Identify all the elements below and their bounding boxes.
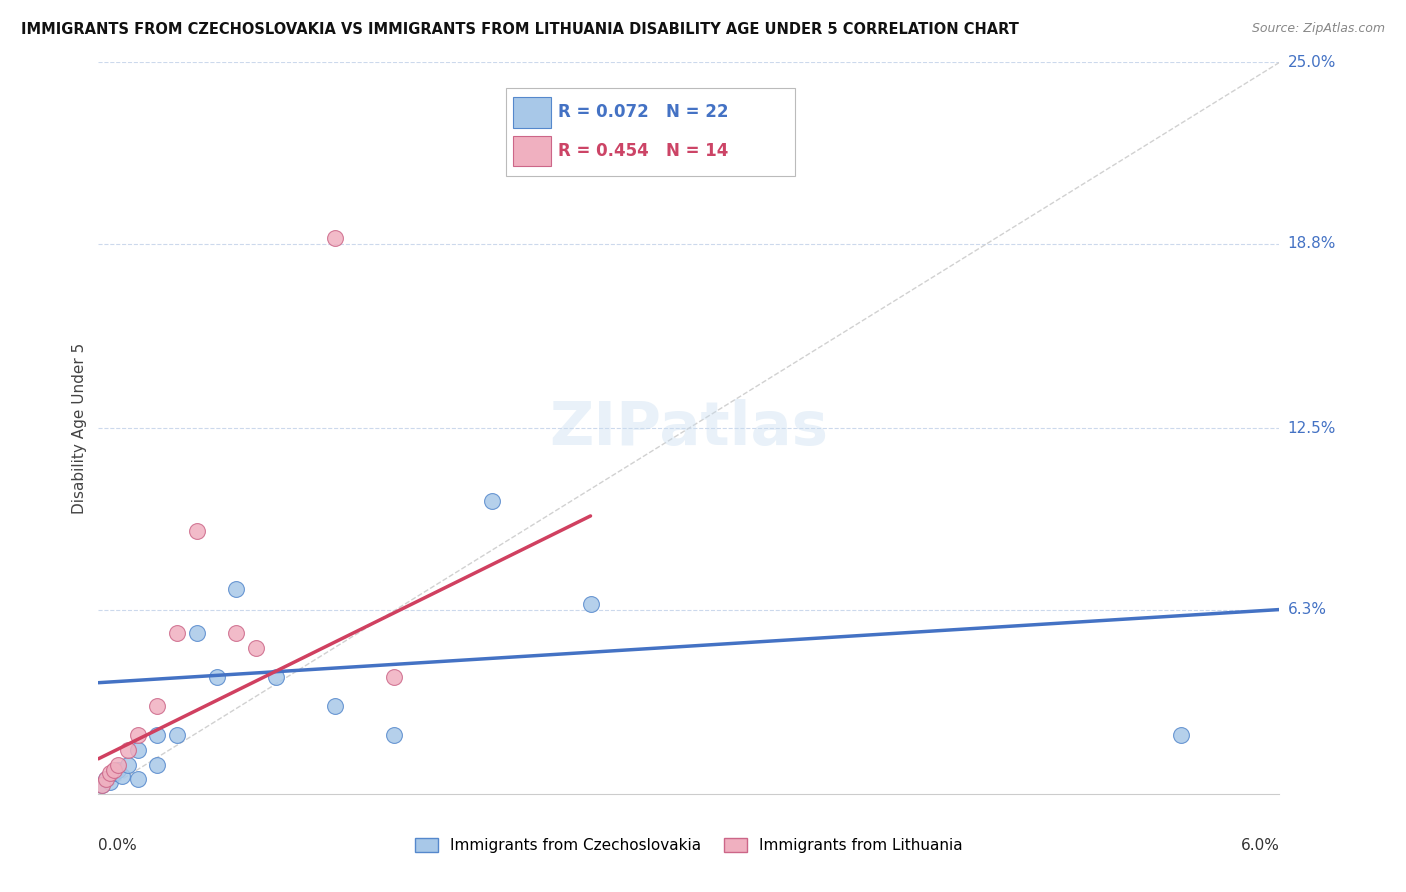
Text: R = 0.072   N = 22: R = 0.072 N = 22 [558, 103, 728, 121]
FancyBboxPatch shape [506, 88, 796, 176]
Point [166, 728, 188, 742]
Point [127, 743, 149, 757]
Text: IMMIGRANTS FROM CZECHOSLOVAKIA VS IMMIGRANTS FROM LITHUANIA DISABILITY AGE UNDER: IMMIGRANTS FROM CZECHOSLOVAKIA VS IMMIGR… [21, 22, 1019, 37]
Point [98, 775, 121, 789]
Text: 18.8%: 18.8% [1288, 236, 1336, 252]
Point [264, 670, 287, 684]
Point [107, 764, 129, 778]
Point [1170, 728, 1192, 742]
Point [127, 772, 149, 787]
Text: 6.3%: 6.3% [1288, 602, 1327, 617]
Text: 6.0%: 6.0% [1240, 838, 1279, 853]
Point [323, 231, 346, 245]
Point [91, 778, 114, 792]
Point [111, 769, 134, 783]
Point [245, 640, 267, 655]
Point [91, 778, 114, 792]
Text: R = 0.454   N = 14: R = 0.454 N = 14 [558, 142, 728, 160]
Point [103, 764, 125, 778]
Point [96, 772, 118, 787]
Text: Source: ZipAtlas.com: Source: ZipAtlas.com [1251, 22, 1385, 36]
Y-axis label: Disability Age Under 5: Disability Age Under 5 [72, 343, 87, 514]
Point [382, 728, 405, 742]
Point [127, 728, 149, 742]
Point [103, 766, 125, 780]
Legend: Immigrants from Czechoslovakia, Immigrants from Lithuania: Immigrants from Czechoslovakia, Immigran… [409, 832, 969, 859]
Point [117, 757, 139, 772]
Point [166, 626, 188, 640]
Text: 12.5%: 12.5% [1288, 421, 1336, 435]
Point [117, 743, 139, 757]
Text: 0.0%: 0.0% [98, 838, 138, 853]
Point [96, 772, 118, 787]
Point [225, 582, 247, 596]
Point [225, 626, 247, 640]
Point [146, 757, 169, 772]
Point [579, 597, 602, 611]
Point [323, 699, 346, 714]
Point [205, 670, 228, 684]
FancyBboxPatch shape [513, 97, 551, 128]
Point [146, 699, 169, 714]
Point [186, 626, 208, 640]
Point [146, 728, 169, 742]
Text: 25.0%: 25.0% [1288, 55, 1336, 70]
Point [481, 494, 503, 508]
Point [382, 670, 405, 684]
Point [98, 766, 121, 780]
Point [186, 524, 208, 538]
Text: ZIPatlas: ZIPatlas [550, 399, 828, 458]
FancyBboxPatch shape [513, 136, 551, 166]
Point [520, 143, 543, 157]
Point [107, 757, 129, 772]
